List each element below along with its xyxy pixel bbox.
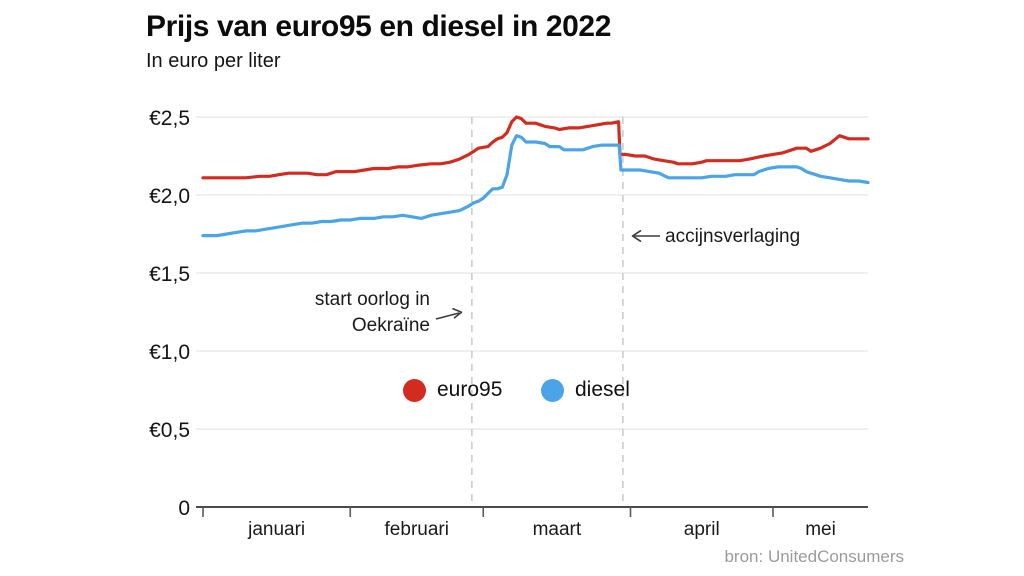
y-tick-label: €1,0	[149, 341, 190, 364]
annotation-accijnsverlaging: accijnsverlaging	[665, 226, 801, 247]
annotation-war-start: start oorlog in Oekraïne	[230, 287, 430, 339]
legend-label-euro95: euro95	[437, 378, 503, 401]
y-tick-label: €2,0	[149, 185, 190, 208]
arrow-right-icon	[435, 308, 463, 320]
legend-item-diesel: diesel	[541, 378, 630, 402]
month-label: januari	[247, 519, 305, 540]
annotation-war-line2: Oekraïne	[351, 315, 430, 336]
source-credit: bron: UnitedConsumers	[724, 547, 904, 566]
chart-title: Prijs van euro95 en diesel in 2022	[146, 10, 611, 43]
y-tick-label: €2,5	[149, 107, 190, 130]
month-label: februari	[385, 519, 449, 540]
month-label: mei	[805, 519, 836, 540]
month-label: april	[684, 519, 720, 540]
annotation-war-line1: start oorlog in	[314, 289, 430, 310]
month-label: maart	[533, 519, 582, 540]
diesel-legend-dot-icon	[541, 378, 564, 402]
euro95-legend-dot-icon	[403, 378, 426, 402]
legend-label-diesel: diesel	[575, 378, 630, 401]
y-tick-label: 0	[178, 497, 190, 520]
series-euro95-line	[201, 115, 870, 180]
y-tick-label: €1,5	[149, 263, 190, 286]
series-diesel-line	[201, 134, 870, 238]
chart-subtitle: In euro per liter	[146, 50, 281, 72]
arrow-left-icon	[631, 230, 660, 242]
y-tick-label: €0,5	[149, 419, 190, 442]
legend-item-euro95: euro95	[403, 378, 502, 402]
